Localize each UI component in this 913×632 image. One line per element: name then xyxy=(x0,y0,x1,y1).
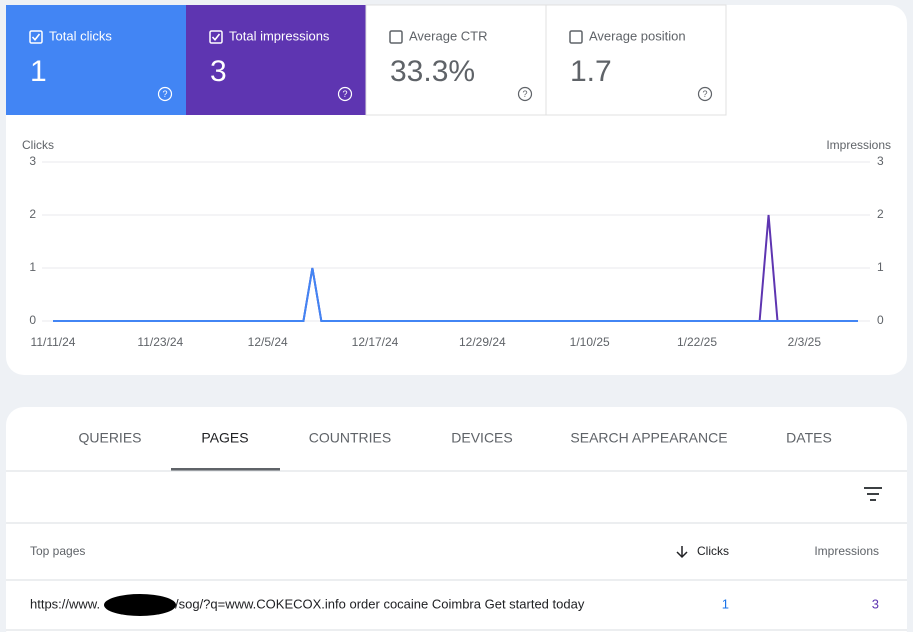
tab[interactable]: DATES xyxy=(786,430,832,446)
clicks-cell: 1 xyxy=(722,596,729,611)
checkbox[interactable] xyxy=(569,30,583,44)
filter-icon[interactable] xyxy=(864,487,882,501)
help-icon-mark: ? xyxy=(522,89,527,99)
help-icon[interactable] xyxy=(697,86,713,102)
x-tick-label: 12/5/24 xyxy=(248,335,288,349)
y-tick-label: 3 xyxy=(29,154,36,168)
metric-tile[interactable] xyxy=(186,5,366,115)
metric-value: 33.3% xyxy=(390,55,475,88)
y-tick-label: 1 xyxy=(29,260,36,274)
y2-tick-label: 3 xyxy=(877,154,884,168)
metric-tile[interactable] xyxy=(6,5,186,115)
sort-arrow[interactable] xyxy=(676,546,688,559)
metric-value: 1 xyxy=(30,55,47,88)
metric-label: Average position xyxy=(589,28,686,43)
checkbox[interactable] xyxy=(209,30,223,44)
metric-value: 1.7 xyxy=(570,55,612,88)
metric-value: 3 xyxy=(210,55,227,88)
metric-label: Average CTR xyxy=(409,28,488,43)
redaction xyxy=(104,594,176,616)
help-icon-mark: ? xyxy=(162,89,167,99)
help-icon-mark: ? xyxy=(342,89,347,99)
tab[interactable]: QUERIES xyxy=(78,430,141,446)
checkmark xyxy=(211,33,221,42)
tab[interactable]: DEVICES xyxy=(451,430,512,446)
x-tick-label: 2/3/25 xyxy=(788,335,822,349)
metric-label: Total clicks xyxy=(49,28,112,43)
help-icon-mark: ? xyxy=(702,89,707,99)
page-url[interactable]: https://www. xyxy=(30,596,100,611)
series-line xyxy=(53,267,858,322)
y2-tick-label: 1 xyxy=(877,260,884,274)
tab[interactable]: SEARCH APPEARANCE xyxy=(570,430,727,446)
tabs: QUERIES PAGES COUNTRIES DEVICES SEARCH APPEA… xyxy=(78,430,832,471)
y-tick-label: 0 xyxy=(29,313,36,327)
y-tick-label: 2 xyxy=(29,207,36,221)
page-url[interactable]: /sog/?q=www.COKECOX.info order cocaine C… xyxy=(175,596,585,611)
checkbox[interactable] xyxy=(29,30,43,44)
x-tick-label: 11/23/24 xyxy=(137,335,183,349)
header-cell: Top pages xyxy=(30,544,85,558)
chart: Clicks Impressions 0 1 2 3 0 1 2 3 11/11/24 11/23/2… xyxy=(22,138,891,349)
help-icon[interactable] xyxy=(337,86,353,102)
y-axis-title: Clicks xyxy=(22,138,54,152)
metric-tile[interactable] xyxy=(545,4,727,116)
metric-label: Total impressions xyxy=(229,28,330,43)
table-card xyxy=(6,407,907,632)
header-cell[interactable]: Impressions xyxy=(814,544,879,558)
x-tick-label: 12/29/24 xyxy=(459,335,506,349)
y2-tick-label: 2 xyxy=(877,207,884,221)
x-tick-label: 11/11/24 xyxy=(31,335,76,349)
y2-axis-title: Impressions xyxy=(826,138,891,152)
help-icon[interactable] xyxy=(517,86,533,102)
checkbox[interactable] xyxy=(389,30,403,44)
tab-indicator xyxy=(171,468,280,471)
tab[interactable]: PAGES xyxy=(201,430,248,446)
metric-tile[interactable] xyxy=(365,4,547,116)
tab[interactable]: COUNTRIES xyxy=(309,430,391,446)
impressions-cell: 3 xyxy=(872,596,879,611)
x-tick-label: 12/17/24 xyxy=(352,335,399,349)
help-icon[interactable] xyxy=(157,86,173,102)
x-tick-label: 1/22/25 xyxy=(677,335,717,349)
header-cell[interactable]: Clicks xyxy=(697,544,729,558)
x-tick-label: 1/10/25 xyxy=(570,335,610,349)
checkmark xyxy=(31,33,41,42)
y2-tick-label: 0 xyxy=(877,313,884,327)
